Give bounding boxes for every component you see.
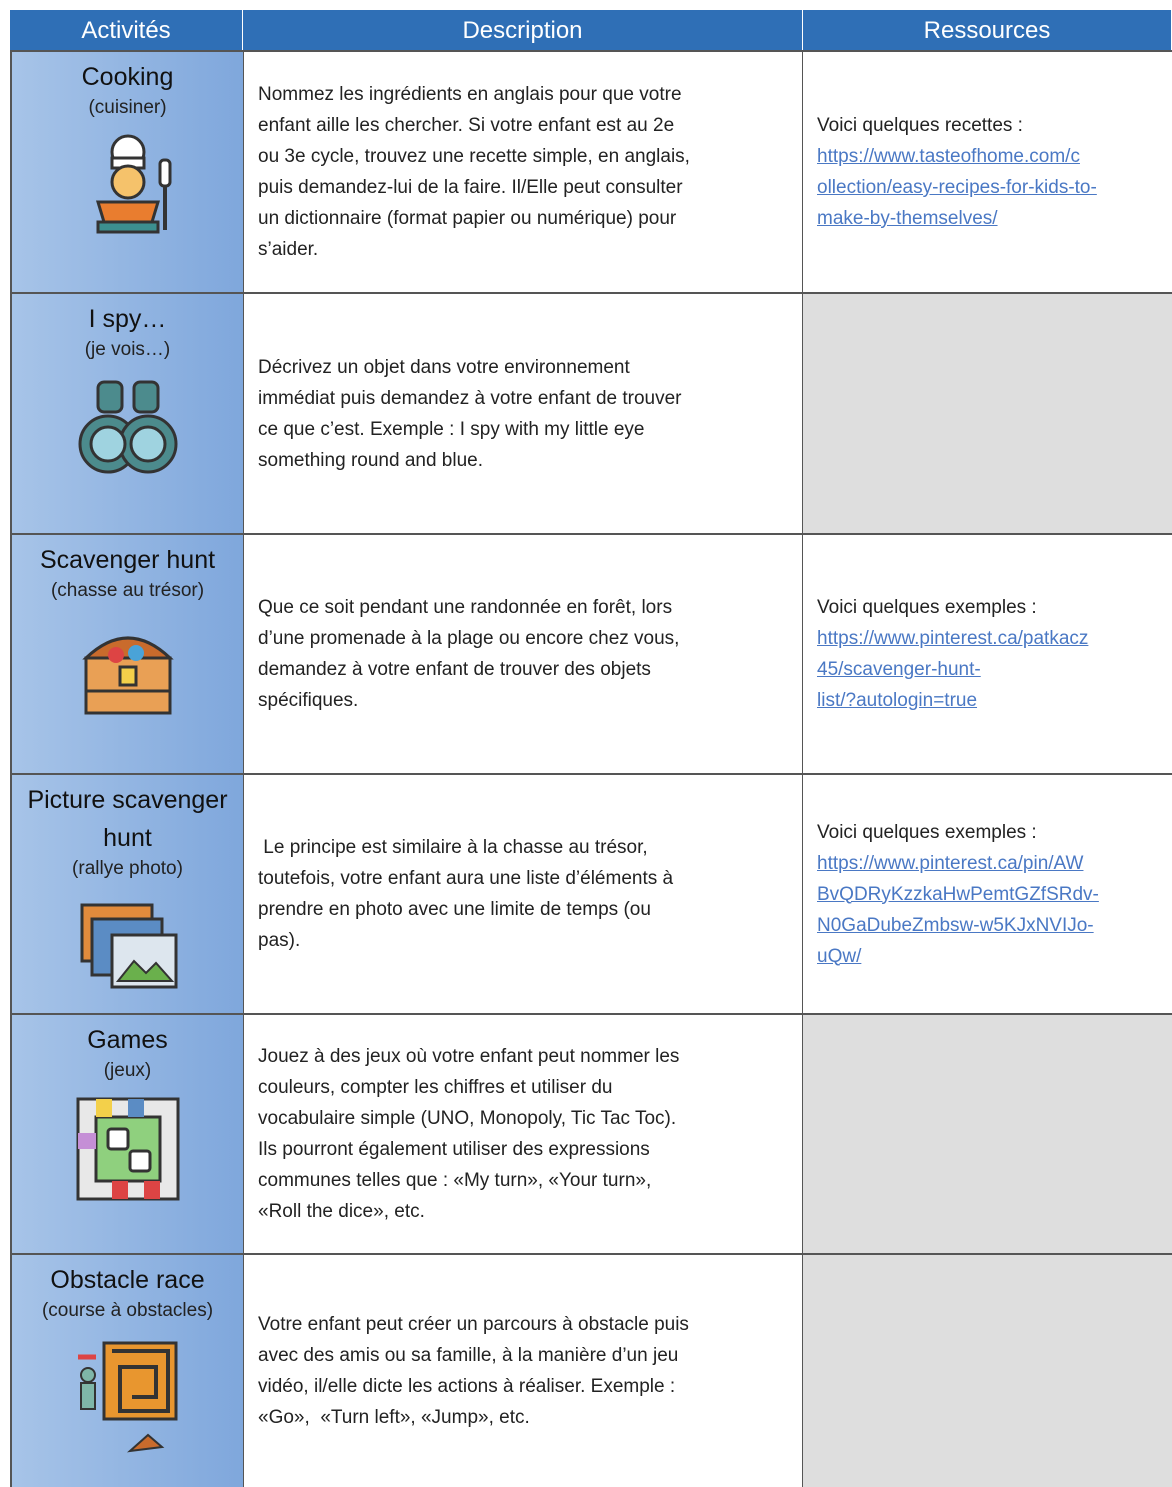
description-line: something round and blue.: [258, 449, 483, 471]
description-line: demandez à votre enfant de trouver des o…: [258, 659, 651, 680]
resource-link[interactable]: https://www.tasteofhome.com/c ollection/e…: [817, 141, 1172, 234]
activity-title: I spy…: [88, 305, 167, 333]
link-line[interactable]: https://www.pinterest.ca/patkacz: [817, 628, 1089, 649]
activity-subtitle: (course à obstacles): [41, 1300, 214, 1321]
description-line: enfant aille les chercher. Si votre enfa…: [258, 115, 675, 136]
description-line: spécifiques.: [258, 690, 359, 711]
description-cell: Nommez les ingrédients en anglais pour q…: [243, 52, 803, 292]
activity-title: Cooking: [81, 63, 174, 91]
description-line: avec des amis ou sa famille, à la manièr…: [258, 1345, 679, 1366]
activity-cell: Scavenger hunt (chasse au trésor): [10, 535, 243, 773]
activity-subtitle: (rallye photo): [72, 858, 183, 879]
link-line[interactable]: https://www.pinterest.ca/pin/AW: [817, 852, 1084, 874]
activity-title: Scavenger hunt: [39, 546, 216, 574]
description-line: Jouez à des jeux où votre enfant peut no…: [258, 1046, 680, 1067]
resources-cell: Voici quelques recettes : https://www.tas…: [803, 52, 1172, 292]
activity-subtitle: (jeux): [103, 1060, 152, 1081]
activity-cell: Cooking (cuisiner): [10, 52, 243, 292]
header-cell: Activités: [10, 10, 243, 52]
description-line: Le principe est similaire à la chasse au…: [258, 837, 648, 858]
activity-icon: [76, 1097, 179, 1201]
description-cell: Le principe est similaire à la chasse au…: [243, 775, 803, 1013]
description-cell: Que ce soit pendant une randonnée en for…: [243, 535, 803, 773]
table-row: Scavenger hunt (chasse au trésor) Que ce s…: [10, 533, 1172, 773]
resources-cell: [803, 1255, 1172, 1487]
description-line: communes telles que : «My turn», «Your t…: [258, 1170, 652, 1191]
table-row: Picture scavenger hunt (rallye photo) Le …: [10, 773, 1172, 1013]
activity-subtitle: (chasse au trésor): [50, 580, 205, 601]
resources-cell: Voici quelques exemples : https://www.pin…: [803, 775, 1172, 1013]
description-line: vidéo, il/elle dicte les actions à réali…: [258, 1376, 676, 1397]
description-line: Ils pourront également utiliser des expr…: [258, 1139, 650, 1160]
description-line: ou 3e cycle, trouvez une recette simple,…: [258, 146, 690, 167]
description-line: Votre enfant peut créer un parcours à ob…: [258, 1314, 689, 1335]
resource-link[interactable]: https://www.pinterest.ca/pin/AW BvQDRyKzz…: [817, 848, 1172, 972]
activity-table: Activités Description Ressources Cooking…: [10, 10, 1172, 1487]
table-row: Games (jeux) Jouez à des jeux où votre enf…: [10, 1013, 1172, 1253]
link-line[interactable]: make-by-themselves/: [817, 208, 998, 229]
description-line: vocabulaire simple (UNO, Monopoly, Tic T…: [258, 1108, 677, 1129]
description-line: immédiat puis demandez à votre enfant de…: [258, 387, 682, 409]
resources-cell: Voici quelques exemples : https://www.pin…: [803, 535, 1172, 773]
table-row: Obstacle race (course à obstacles) Votre e…: [10, 1253, 1172, 1487]
activity-cell: Obstacle race (course à obstacles): [10, 1255, 243, 1487]
header-cell: Description: [243, 10, 803, 52]
description-cell: Votre enfant peut créer un parcours à ob…: [243, 1255, 803, 1487]
description-line: puis demandez-lui de la faire. Il/Elle p…: [258, 177, 683, 198]
description-line: couleurs, compter les chiffres et utilis…: [258, 1077, 613, 1098]
description-line: «Roll the dice», etc.: [258, 1201, 425, 1222]
description-line: prendre en photo avec une limite de temp…: [258, 899, 651, 920]
activity-icon: [77, 1341, 177, 1453]
description-line: Nommez les ingrédients en anglais pour q…: [258, 84, 682, 105]
link-line[interactable]: BvQDRyKzzkaHwPemtGZfSRdv-: [817, 883, 1099, 905]
resources-cell: [803, 1015, 1172, 1253]
link-line[interactable]: ollection/easy-recipes-for-kids-to-: [817, 177, 1097, 198]
link-line[interactable]: uQw/: [817, 945, 862, 967]
description-line: «Go», «Turn left», «Jump», etc.: [258, 1407, 530, 1428]
description-line: s’aider.: [258, 239, 319, 260]
resources-text: Voici quelques exemples :: [817, 597, 1037, 618]
activity-subtitle: (cuisiner): [88, 97, 167, 118]
resources-cell: [803, 294, 1172, 533]
link-line[interactable]: https://www.tasteofhome.com/c: [817, 146, 1080, 167]
activity-cell: I spy… (je vois…): [10, 294, 243, 533]
activity-icon: [78, 380, 177, 474]
activity-icon: [81, 636, 174, 715]
description-line: Que ce soit pendant une randonnée en for…: [258, 597, 673, 618]
resources-text: Voici quelques recettes :: [817, 115, 1023, 136]
activity-cell: Games (jeux): [10, 1015, 243, 1253]
activity-title: Picture scavenger hunt: [27, 786, 228, 852]
activity-icon: [80, 903, 177, 989]
description-cell: Décrivez un objet dans votre environneme…: [243, 294, 803, 533]
activity-cell: Picture scavenger hunt (rallye photo): [10, 775, 243, 1013]
activity-subtitle: (je vois…): [84, 339, 171, 360]
link-line[interactable]: 45/scavenger-hunt-: [817, 659, 981, 680]
link-line[interactable]: N0GaDubeZmbsw-w5KJxNVIJo-: [817, 914, 1094, 936]
description-line: d’une promenade à la plage ou encore che…: [258, 628, 680, 649]
resources-text: Voici quelques exemples :: [817, 821, 1037, 843]
resource-link[interactable]: https://www.pinterest.ca/patkacz 45/scave…: [817, 623, 1172, 716]
link-line[interactable]: list/?autologin=true: [817, 690, 978, 711]
description-line: Décrivez un objet dans votre environneme…: [258, 356, 630, 378]
activity-title: Games: [87, 1026, 168, 1054]
description-line: toutefois, votre enfant aura une liste d…: [258, 868, 674, 889]
description-line: ce que c’est. Exemple : I spy with my li…: [258, 418, 645, 440]
activity-title: Obstacle race: [50, 1266, 205, 1294]
header-cell: Ressources: [803, 10, 1172, 52]
table-row: I spy… (je vois…) Décrivez un objet dans v…: [10, 292, 1172, 533]
table-row: Cooking (cuisiner) Nommez les ingrédients …: [10, 50, 1172, 292]
activity-icon: [95, 134, 171, 234]
description-cell: Jouez à des jeux où votre enfant peut no…: [243, 1015, 803, 1253]
description-line: un dictionnaire (format papier ou numéri…: [258, 208, 677, 229]
description-line: pas).: [258, 930, 301, 951]
